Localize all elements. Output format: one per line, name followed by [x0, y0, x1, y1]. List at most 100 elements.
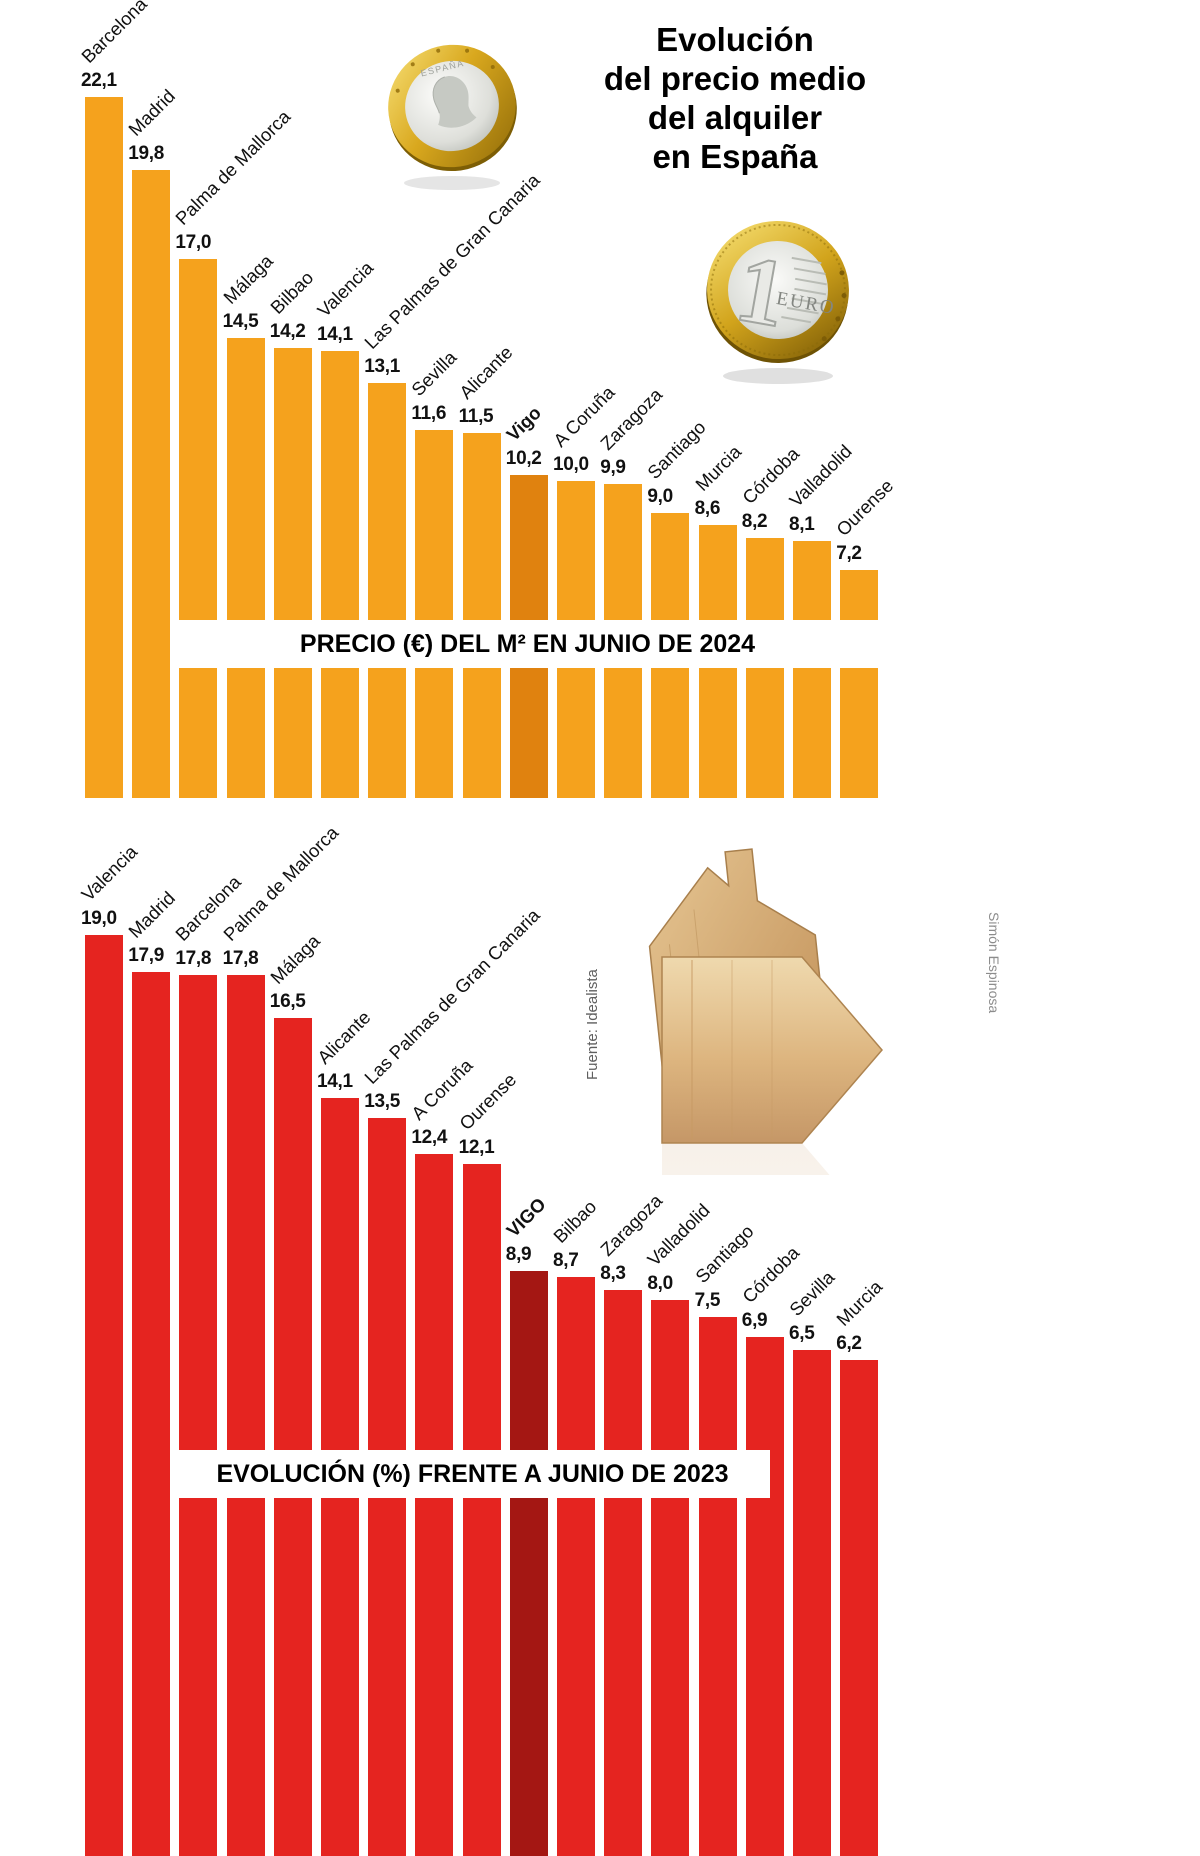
price-bar-chart: 22,1 Barcelona 19,8 Madrid 17,0 Palma de Mall… [0, 0, 1200, 798]
bar-value: 12,1 [458, 1137, 495, 1159]
bar-value: 14,2 [269, 320, 306, 342]
bar-group: 12,4 A Coruña [408, 820, 477, 1856]
wooden-houses-image [648, 848, 883, 1175]
bar [745, 1336, 784, 1856]
bar-value: 13,5 [364, 1090, 400, 1112]
bar [85, 97, 123, 798]
coin-shadow [723, 368, 833, 384]
bar-group: 19,8 Madrid [124, 0, 179, 798]
bar-value: 10,2 [505, 447, 542, 469]
bar-value: 16,5 [269, 991, 306, 1013]
evolution-chart-title-band: EVOLUCIÓN (%) FRENTE A JUNIO DE 2023 [175, 1450, 770, 1498]
bar [415, 1154, 454, 1856]
bar-value: 17,8 [175, 948, 212, 970]
bar-value: 14,5 [222, 311, 259, 333]
page-title-line: del precio medio [603, 60, 867, 97]
bar-value: 14,1 [317, 324, 353, 346]
bar-city-label: Alicante [454, 342, 517, 404]
bar-group: 8,0 Valladolid [644, 820, 714, 1856]
bar [840, 569, 879, 798]
bar [462, 1164, 501, 1856]
bar [132, 170, 171, 798]
bar-group: 8,2 Córdoba [738, 0, 803, 798]
one-euro-coin-image: 1 EURO [706, 220, 849, 384]
bar [273, 347, 312, 798]
bar-group: 14,1 Valencia [313, 0, 377, 798]
bar-group: 22,1 Barcelona [77, 0, 151, 798]
bar-group: 6,5 Sevilla [785, 820, 839, 1856]
bar-city-label: Murcia [690, 441, 745, 496]
bar [132, 971, 171, 1856]
bar [85, 935, 123, 1856]
bar-city-label: Murcia [832, 1276, 887, 1331]
bar [651, 1300, 690, 1856]
bar-value: 17,9 [128, 944, 164, 966]
bar-city-label: Vigo [501, 401, 545, 445]
price-chart-title-band: PRECIO (€) DEL M² EN JUNIO DE 2024 [175, 620, 880, 668]
bar-value: 8,0 [647, 1273, 673, 1295]
bar-city-label: Alicante [313, 1006, 375, 1068]
bar-group: 14,1 Alicante [313, 820, 375, 1856]
bar-value: 6,5 [789, 1323, 815, 1345]
bar-city-label: Sevilla [407, 346, 461, 401]
bar [698, 1317, 737, 1856]
coin-map-lines [781, 256, 827, 324]
bar-value: 10,0 [553, 454, 589, 475]
bar [509, 1270, 548, 1856]
coin-stars [821, 270, 847, 342]
bar-value: 9,0 [647, 485, 673, 507]
bar-group: 7,2 Ourense [832, 0, 897, 798]
page-title-line: Evolución [656, 21, 814, 58]
bar-group: 17,8 Barcelona [172, 820, 245, 1856]
bar-city-label: VIGO [501, 1192, 550, 1241]
euro-coin-spain-image: ESPAÑA [388, 44, 517, 190]
bar [793, 541, 831, 798]
bar-value: 6,9 [741, 1309, 768, 1331]
bar-group: 16,5 Málaga [266, 820, 324, 1856]
bar-value: 8,6 [694, 498, 721, 520]
bar-value: 13,1 [364, 355, 400, 377]
bar-group: 6,2 Murcia [832, 820, 886, 1856]
bar [604, 1290, 643, 1856]
bar-value: 19,0 [81, 908, 117, 930]
bar-city-label: Bilbao [549, 1195, 601, 1248]
bar-city-label: Sevilla [785, 1266, 839, 1321]
bar-group: 8,3 Zaragoza [596, 820, 666, 1856]
bar-group: 11,5 Alicante [455, 0, 516, 798]
bar [840, 1360, 879, 1856]
bar-group: 8,1 Valladolid [785, 0, 856, 798]
bar-value: 8,3 [600, 1263, 626, 1285]
bar-value: 11,6 [411, 403, 447, 425]
coin-stars [395, 48, 495, 93]
author-credit: Simón Espinosa [986, 912, 1002, 1014]
bar-group: 12,1 Ourense [455, 820, 520, 1856]
bar [462, 433, 501, 798]
page-title-line: del alquiler [647, 99, 823, 136]
bar-group: 17,9 Madrid [124, 820, 179, 1856]
bar-group: 8,9 VIGO [502, 820, 550, 1856]
bar-value: 22,1 [81, 70, 117, 92]
bar-value: 7,5 [694, 1290, 721, 1311]
bar-value: 8,2 [741, 511, 768, 533]
bar-group: 13,1 Las Palmas de Gran Canaria [360, 0, 544, 798]
bar-city-label: Madrid [124, 85, 180, 141]
bar-value: 14,1 [317, 1070, 353, 1092]
king-profile-silhouette [433, 76, 477, 128]
bar-value: 7,2 [836, 542, 862, 564]
bar-group: 19,0 Valencia [77, 820, 141, 1856]
bar [415, 430, 454, 798]
bar-city-label: Ourense [832, 474, 898, 540]
bar-value: 8,7 [553, 1250, 579, 1272]
coin-shadow [404, 176, 500, 190]
bar [793, 1350, 831, 1856]
bar-value: 9,9 [600, 457, 626, 479]
bar-city-label: Málaga [265, 930, 324, 989]
bar-value: 6,2 [836, 1333, 862, 1355]
bar-group: 11,6 Sevilla [408, 0, 461, 798]
bar-group: 17,8 Palma de Mallorca [219, 820, 342, 1856]
bar-group: 7,5 Santiago [691, 820, 757, 1856]
bar-value: 8,9 [505, 1243, 532, 1265]
source-credit: Fuente: Idealista [584, 969, 601, 1080]
bar-city-label: Madrid [124, 886, 180, 942]
